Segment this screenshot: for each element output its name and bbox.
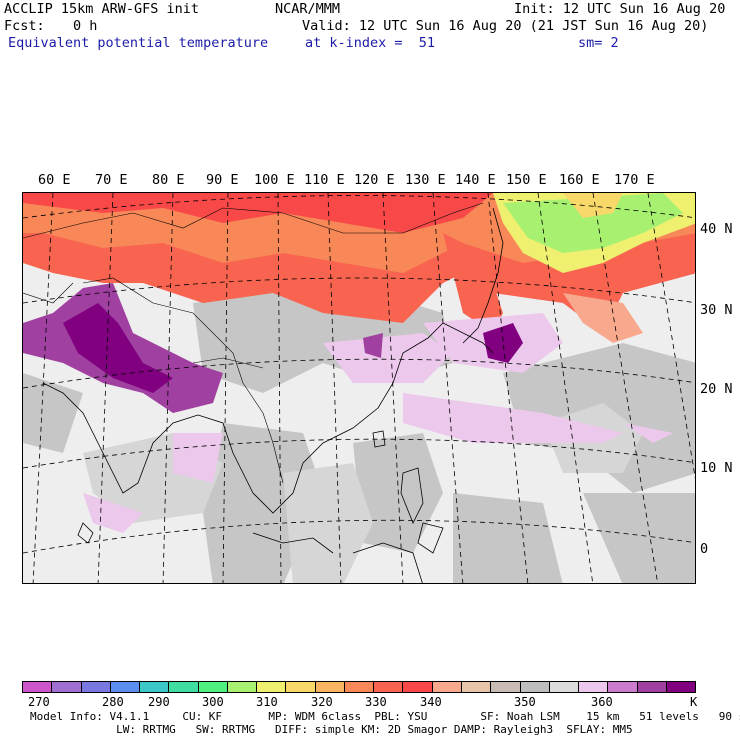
colorbar-swatch [403,682,433,692]
colorbar-label: 330 [365,695,387,709]
longitude-label: 140 E [455,172,496,188]
longitude-label: 120 E [354,172,395,188]
colorbar [22,681,696,693]
longitude-label: 90 E [206,172,239,188]
colorbar-swatch [461,682,492,692]
model-title: ACCLIP 15km ARW-GFS init [4,1,200,17]
light-orange-patch [563,193,623,218]
colorbar-swatch [23,682,53,692]
deep-red-band [23,193,493,233]
organization: NCAR/MMM [275,1,341,17]
latitude-label: 40 N [700,221,733,237]
colorbar-unit: K [690,695,698,709]
lilac-field [83,313,673,533]
purple-china [363,333,383,358]
colorbar-swatch [198,682,228,692]
longitude-label: 130 E [405,172,446,188]
colorbar-swatch [140,682,170,692]
latitude-label: 30 N [700,302,733,318]
colorbar-label: 270 [28,695,50,709]
model-info-line1: Model Info: V4.1.1 CU: KF MP: WDM 6class… [30,710,740,723]
field-name: Equivalent potential temperature [8,35,269,51]
colorbar-swatch [110,682,141,692]
green-patch [503,193,683,253]
latitude-label: 0 [700,541,709,557]
colorbar-label: 340 [420,695,442,709]
colorbar-swatch [637,682,667,692]
colorbar-label: 290 [148,695,170,709]
coastlines [42,207,504,583]
longitude-label: 80 E [152,172,185,188]
colorbar-label: 360 [591,695,613,709]
colorbar-label: 300 [202,695,224,709]
colorbar-swatch [315,682,345,692]
colorbar-label: 310 [256,695,278,709]
colorbar-swatch [52,682,82,692]
longitude-label: 100 E [254,172,295,188]
longitude-label: 110 E [304,172,345,188]
colorbar-swatch [608,682,638,692]
colorbar-swatch [666,682,696,692]
colorbar-label: 280 [102,695,124,709]
red-tongue [443,233,503,333]
model-info-line2: LW: RRTMG SW: RRTMG DIFF: simple KM: 2D … [30,723,633,736]
colorbar-swatch [579,682,609,692]
colorbar-swatch [344,682,375,692]
salmon-patch [563,293,643,343]
forecast-hour: 0 h [73,18,98,34]
colorbar-label: 350 [514,695,536,709]
colorbar-label: 320 [311,695,333,709]
smoothing: sm= 2 [578,35,619,51]
longitude-label: 170 E [614,172,655,188]
colorbar-swatch [374,682,404,692]
colorbar-swatch [432,682,462,692]
colorbar-swatch [169,682,199,692]
valid-time: Valid: 12 UTC Sun 16 Aug 20 (21 JST Sun … [302,18,709,34]
forecast-label: Fcst: [4,18,45,34]
level-index: at k-index = 51 [305,35,436,51]
longitude-label: 160 E [559,172,600,188]
colorbar-swatch [520,682,550,692]
latitude-label: 20 N [700,381,733,397]
colorbar-swatch [286,682,316,692]
graticule [23,193,695,583]
init-time: Init: 12 UTC Sun 16 Aug 20 [514,1,726,17]
latitude-label: 10 N [700,460,733,476]
dark-purple-field [63,303,173,393]
colorbar-swatch [491,682,521,692]
longitude-label: 70 E [95,172,128,188]
longitude-label: 150 E [506,172,547,188]
country-borders [23,202,484,484]
colorbar-swatch [81,682,111,692]
colorbar-swatch [549,682,580,692]
colorbar-swatch [257,682,287,692]
colorbar-swatch [227,682,258,692]
longitude-label: 60 E [38,172,71,188]
map-panel [22,192,696,584]
theta-e-map [23,193,695,583]
